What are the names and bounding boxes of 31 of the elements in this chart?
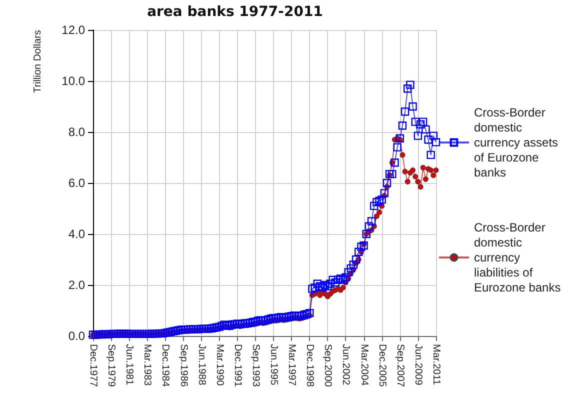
x-tick-label: Mar.2011 xyxy=(430,344,442,386)
x-tick-label: Dec.1991 xyxy=(232,344,243,388)
x-tick-label: Dec.1977 xyxy=(88,344,98,388)
y-axis-title: Trillion Dollars xyxy=(32,30,44,93)
x-tick-label: Dec.2005 xyxy=(376,344,388,388)
y-tick-label: 6.0 xyxy=(68,176,86,190)
x-tick-label: Sep.1979 xyxy=(106,344,117,388)
y-tick-label: 4.0 xyxy=(68,227,86,241)
y-tick-label: 0.0 xyxy=(68,329,86,343)
x-tick-label: Sep.2007 xyxy=(394,344,406,388)
x-tick-label: Sep.1986 xyxy=(178,344,189,388)
chart-title: area banks 1977-2011 xyxy=(147,4,323,20)
x-tick-label: Sep.2000 xyxy=(322,344,334,388)
y-tick-label: 12.0 xyxy=(62,23,86,37)
x-tick-label: Mar.1983 xyxy=(142,344,153,386)
x-tick-label: Sep.1993 xyxy=(250,344,261,388)
x-tick-label: Dec.1984 xyxy=(160,344,171,388)
y-tick-label: 2.0 xyxy=(68,278,86,292)
x-tick-label: Jun.2002 xyxy=(340,344,352,386)
legend-label: Cross-Border domestic currency liabilities of Eurozone banks xyxy=(474,220,561,294)
x-tick-label: Mar.2004 xyxy=(358,344,370,386)
x-tick-label: Mar.1990 xyxy=(214,344,225,386)
x-tick-label: Jun.1995 xyxy=(268,344,280,386)
x-tick-label: Jun.1981 xyxy=(124,344,135,386)
legend-label: Cross-Border domestic currency assets of Eurozone banks xyxy=(474,106,562,180)
y-tick-label: 8.0 xyxy=(68,125,86,139)
y-tick-label: 10.0 xyxy=(62,74,86,88)
x-tick-label: Jun.2009 xyxy=(412,344,424,386)
x-tick-label: Dec.1998 xyxy=(304,344,316,388)
x-tick-label: Jun.1988 xyxy=(196,344,207,386)
x-tick-label: Mar.1997 xyxy=(286,344,298,386)
